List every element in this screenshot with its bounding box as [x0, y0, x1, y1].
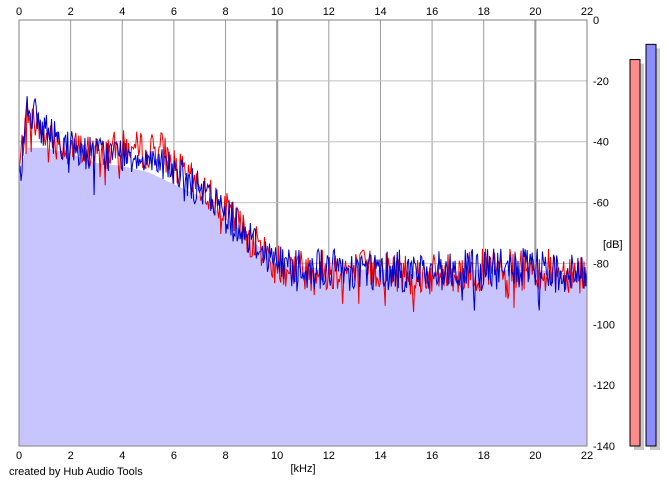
x-tick-label-bottom: 6: [171, 450, 177, 462]
level-meter-bar: [629, 59, 641, 447]
x-tick-label-top: 14: [374, 6, 386, 18]
x-tick-label-bottom: 10: [271, 450, 283, 462]
y-tick-label: -120: [593, 380, 615, 392]
credit-text: created by Hub Audio Tools: [9, 466, 143, 478]
y-tick-label: -60: [593, 198, 609, 210]
y-tick-label: 0: [593, 15, 599, 27]
x-tick-label-top: 20: [529, 6, 541, 18]
x-tick-label-top: 12: [323, 6, 335, 18]
x-tick-label-top: 6: [171, 6, 177, 18]
x-tick-label-top: 18: [478, 6, 490, 18]
x-tick-label-bottom: 20: [529, 450, 541, 462]
x-tick-labels-top: 0 2 4 6 8 10 12 14 16 18 20 22: [16, 6, 593, 18]
x-tick-label-bottom: 0: [16, 450, 22, 462]
y-tick-label: -80: [593, 258, 609, 270]
y-tick-label: -140: [593, 441, 615, 453]
x-tick-label-bottom: 16: [426, 450, 438, 462]
x-tick-label-bottom: 22: [581, 450, 593, 462]
series-right-channel: [18, 96, 588, 311]
x-tick-label-top: 16: [426, 6, 438, 18]
level-meters: [629, 43, 660, 451]
x-tick-label-top: 2: [68, 6, 74, 18]
spectrum-envelope-area: [19, 147, 587, 447]
level-meter-bar: [645, 43, 657, 447]
x-tick-label-bottom: 12: [323, 450, 335, 462]
x-tick-label-top: 10: [271, 6, 283, 18]
y-tick-label: -20: [593, 76, 609, 88]
x-tick-label-bottom: 8: [222, 450, 228, 462]
plot-frame: [18, 19, 588, 447]
y-tick-label: -40: [593, 137, 609, 149]
x-tick-label-bottom: 18: [478, 450, 490, 462]
x-tick-label-bottom: 14: [374, 450, 386, 462]
y-tick-label: -100: [593, 319, 615, 331]
x-tick-label-top: 22: [581, 6, 593, 18]
y-tick-labels: 0 -20 -40 -60 -80 -100 -120 -140: [593, 15, 615, 453]
x-tick-label-top: 0: [16, 6, 22, 18]
x-tick-label-bottom: 4: [119, 450, 125, 462]
x-tick-label-bottom: 2: [68, 450, 74, 462]
y-axis-label: [dB]: [603, 239, 623, 251]
x-tick-label-top: 4: [119, 6, 125, 18]
x-tick-label-top: 8: [222, 6, 228, 18]
x-tick-labels-bottom: 0 2 4 6 8 10 12 14 16 18 20 22: [16, 450, 593, 462]
x-axis-label: [kHz]: [290, 463, 315, 475]
